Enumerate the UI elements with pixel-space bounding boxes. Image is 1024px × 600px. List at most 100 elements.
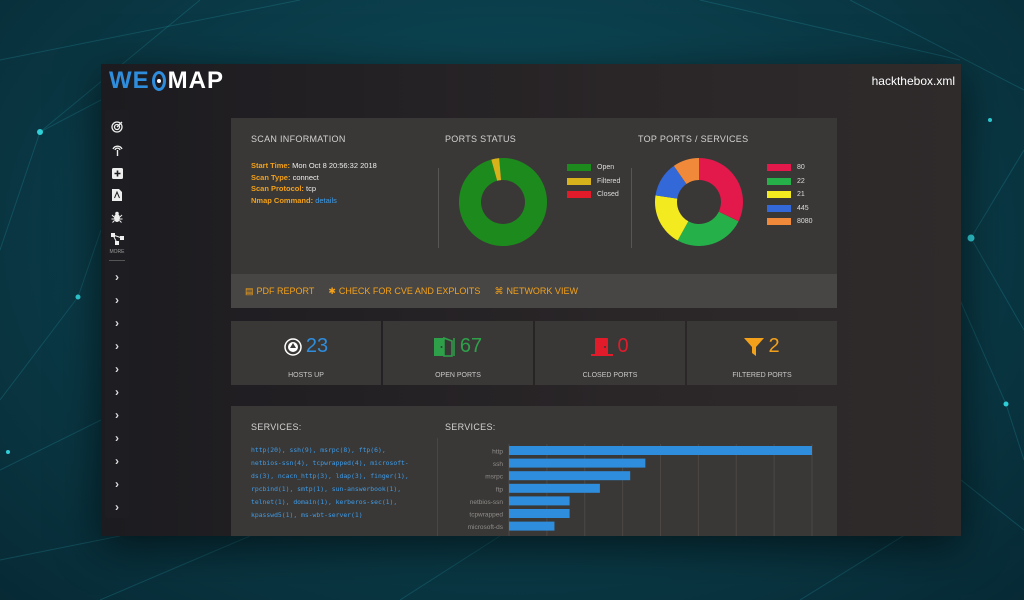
donut-slice [699, 158, 743, 222]
closed-door-icon [591, 337, 614, 356]
radar-icon[interactable] [105, 118, 129, 136]
scan-info-panel: SCAN INFORMATION Start Time: Mon Oct 8 2… [231, 118, 837, 308]
open-door-icon [433, 336, 455, 357]
antenna-icon[interactable] [105, 141, 129, 159]
top-ports-legend: 80 22 21 445 8080 [767, 161, 813, 229]
bar-label: netbios-ssn [470, 499, 504, 506]
network-icon: ⌘ [494, 285, 504, 296]
ports-status-title: PORTS STATUS [445, 134, 517, 144]
stat-label: OPEN PORTS [435, 372, 481, 379]
filter-icon [744, 337, 765, 356]
chevron-right-icon[interactable]: › [115, 385, 119, 399]
nmap-details-link[interactable]: details [315, 195, 337, 205]
bar [509, 483, 600, 493]
legend-swatch [767, 191, 791, 199]
bar [509, 496, 570, 506]
legend-label: 8080 [797, 218, 813, 226]
divider [438, 168, 439, 248]
network-view-button[interactable]: ⌘ NETWORK VIEW [494, 285, 578, 297]
legend-item: 8080 [767, 215, 813, 229]
stat-hosts-up[interactable]: 23 HOSTS UP [231, 321, 381, 385]
check-cve-button[interactable]: ✱ CHECK FOR CVE AND EXPLOITS [328, 285, 481, 297]
network-icon[interactable] [105, 230, 129, 248]
bar [509, 509, 570, 518]
plus-box-icon[interactable] [105, 164, 129, 182]
legend-label: Closed [597, 191, 619, 199]
scan-info-details: Start Time: Mon Oct 8 20:56:32 2018 Scan… [251, 161, 377, 205]
stat-label: HOSTS UP [288, 372, 324, 379]
bar-label: ftp [496, 486, 504, 493]
stats-row: 23 HOSTS UP 67 OPEN PORTS 0 CLOSED PORTS… [231, 321, 837, 385]
logo: WE MAP [109, 67, 225, 94]
actions-bar: ▤ PDF REPORT ✱ CHECK FOR CVE AND EXPLOITS … [231, 274, 837, 308]
legend-swatch [767, 177, 791, 185]
legend-label: 22 [797, 177, 805, 185]
scan-info-title: SCAN INFORMATION [251, 134, 346, 144]
stat-value: 2 [768, 335, 780, 357]
donut-slice [673, 158, 699, 184]
legend-label: Filtered [597, 177, 621, 185]
stat-value: 23 [305, 335, 329, 357]
stat-open-ports[interactable]: 67 OPEN PORTS [383, 321, 533, 385]
legend-swatch [567, 191, 591, 199]
sidebar: MORE › › › › › › › › › › › [105, 110, 129, 518]
stat-label: CLOSED PORTS [582, 372, 638, 379]
sidebar-divider [109, 260, 125, 261]
donut-slice [655, 165, 687, 199]
ports-status-legend: Open Filtered Closed [567, 161, 620, 202]
divider [631, 168, 632, 248]
top-ports-title: TOP PORTS / SERVICES [638, 134, 749, 144]
bar-label: ssh [493, 461, 504, 468]
legend-swatch [767, 164, 791, 172]
legend-item: 80 [767, 161, 813, 175]
legend-swatch [567, 177, 591, 185]
sidebar-more-label: MORE [109, 249, 125, 255]
chevron-right-icon[interactable]: › [115, 500, 119, 514]
legend-item: Closed [567, 188, 620, 202]
chevron-right-icon[interactable]: › [115, 362, 119, 376]
legend-swatch [767, 218, 791, 226]
bar-label: tcpwrapped [469, 512, 503, 519]
services-list: http(20), ssh(9), msrpc(8), ftp(6), netb… [251, 446, 409, 519]
top-ports-donut [655, 158, 743, 246]
pdf-file-icon[interactable] [105, 186, 129, 204]
donut-slice [459, 158, 547, 246]
bug-icon: ✱ [328, 285, 336, 296]
chevron-right-icon[interactable]: › [115, 408, 119, 422]
chevron-right-icon[interactable]: › [115, 270, 119, 284]
bug-icon[interactable] [105, 208, 129, 226]
legend-swatch [767, 204, 791, 212]
legend-label: 80 [797, 164, 805, 172]
pdf-report-button[interactable]: ▤ PDF REPORT [245, 285, 315, 297]
chevron-right-icon[interactable]: › [115, 477, 119, 491]
legend-item: Filtered [567, 175, 620, 189]
stat-filtered-ports[interactable]: 2 FILTERED PORTS [687, 321, 837, 385]
services-panel: SERVICES: http(20), ssh(9), msrpc(8), ft… [231, 406, 837, 536]
services-bar-chart: http ssh msrpc ftp netbios-ssn tcpwrapped micr… [437, 438, 813, 536]
app-window: WE MAP hackthebox.xml MORE › › › › › › › › › › › SC… [101, 64, 961, 536]
filename-label: hackthebox.xml [871, 74, 955, 88]
pdf-icon: ▤ [245, 285, 254, 296]
stat-label: FILTERED PORTS [732, 372, 792, 379]
chevron-right-icon[interactable]: › [115, 293, 119, 307]
services-chart-title: SERVICES: [445, 422, 496, 432]
bar-label: msrpc [485, 474, 503, 481]
legend-item: 22 [767, 175, 813, 189]
bar-label: http [492, 449, 503, 456]
chevron-right-icon[interactable]: › [115, 316, 119, 330]
bar [509, 446, 812, 455]
stat-value: 67 [459, 335, 483, 357]
legend-label: 445 [797, 204, 809, 212]
legend-item: Open [567, 161, 620, 175]
chevron-right-icon[interactable]: › [115, 431, 119, 445]
services-list-title: SERVICES: [251, 422, 302, 432]
chevron-right-icon[interactable]: › [115, 454, 119, 468]
legend-label: 21 [797, 191, 805, 199]
donut-slice [491, 158, 502, 181]
logo-eye-icon [151, 71, 166, 91]
donut-slice [655, 195, 689, 241]
chevron-right-icon[interactable]: › [115, 339, 119, 353]
legend-item: 21 [767, 188, 813, 202]
donut-slice [677, 211, 739, 246]
stat-closed-ports[interactable]: 0 CLOSED PORTS [535, 321, 685, 385]
